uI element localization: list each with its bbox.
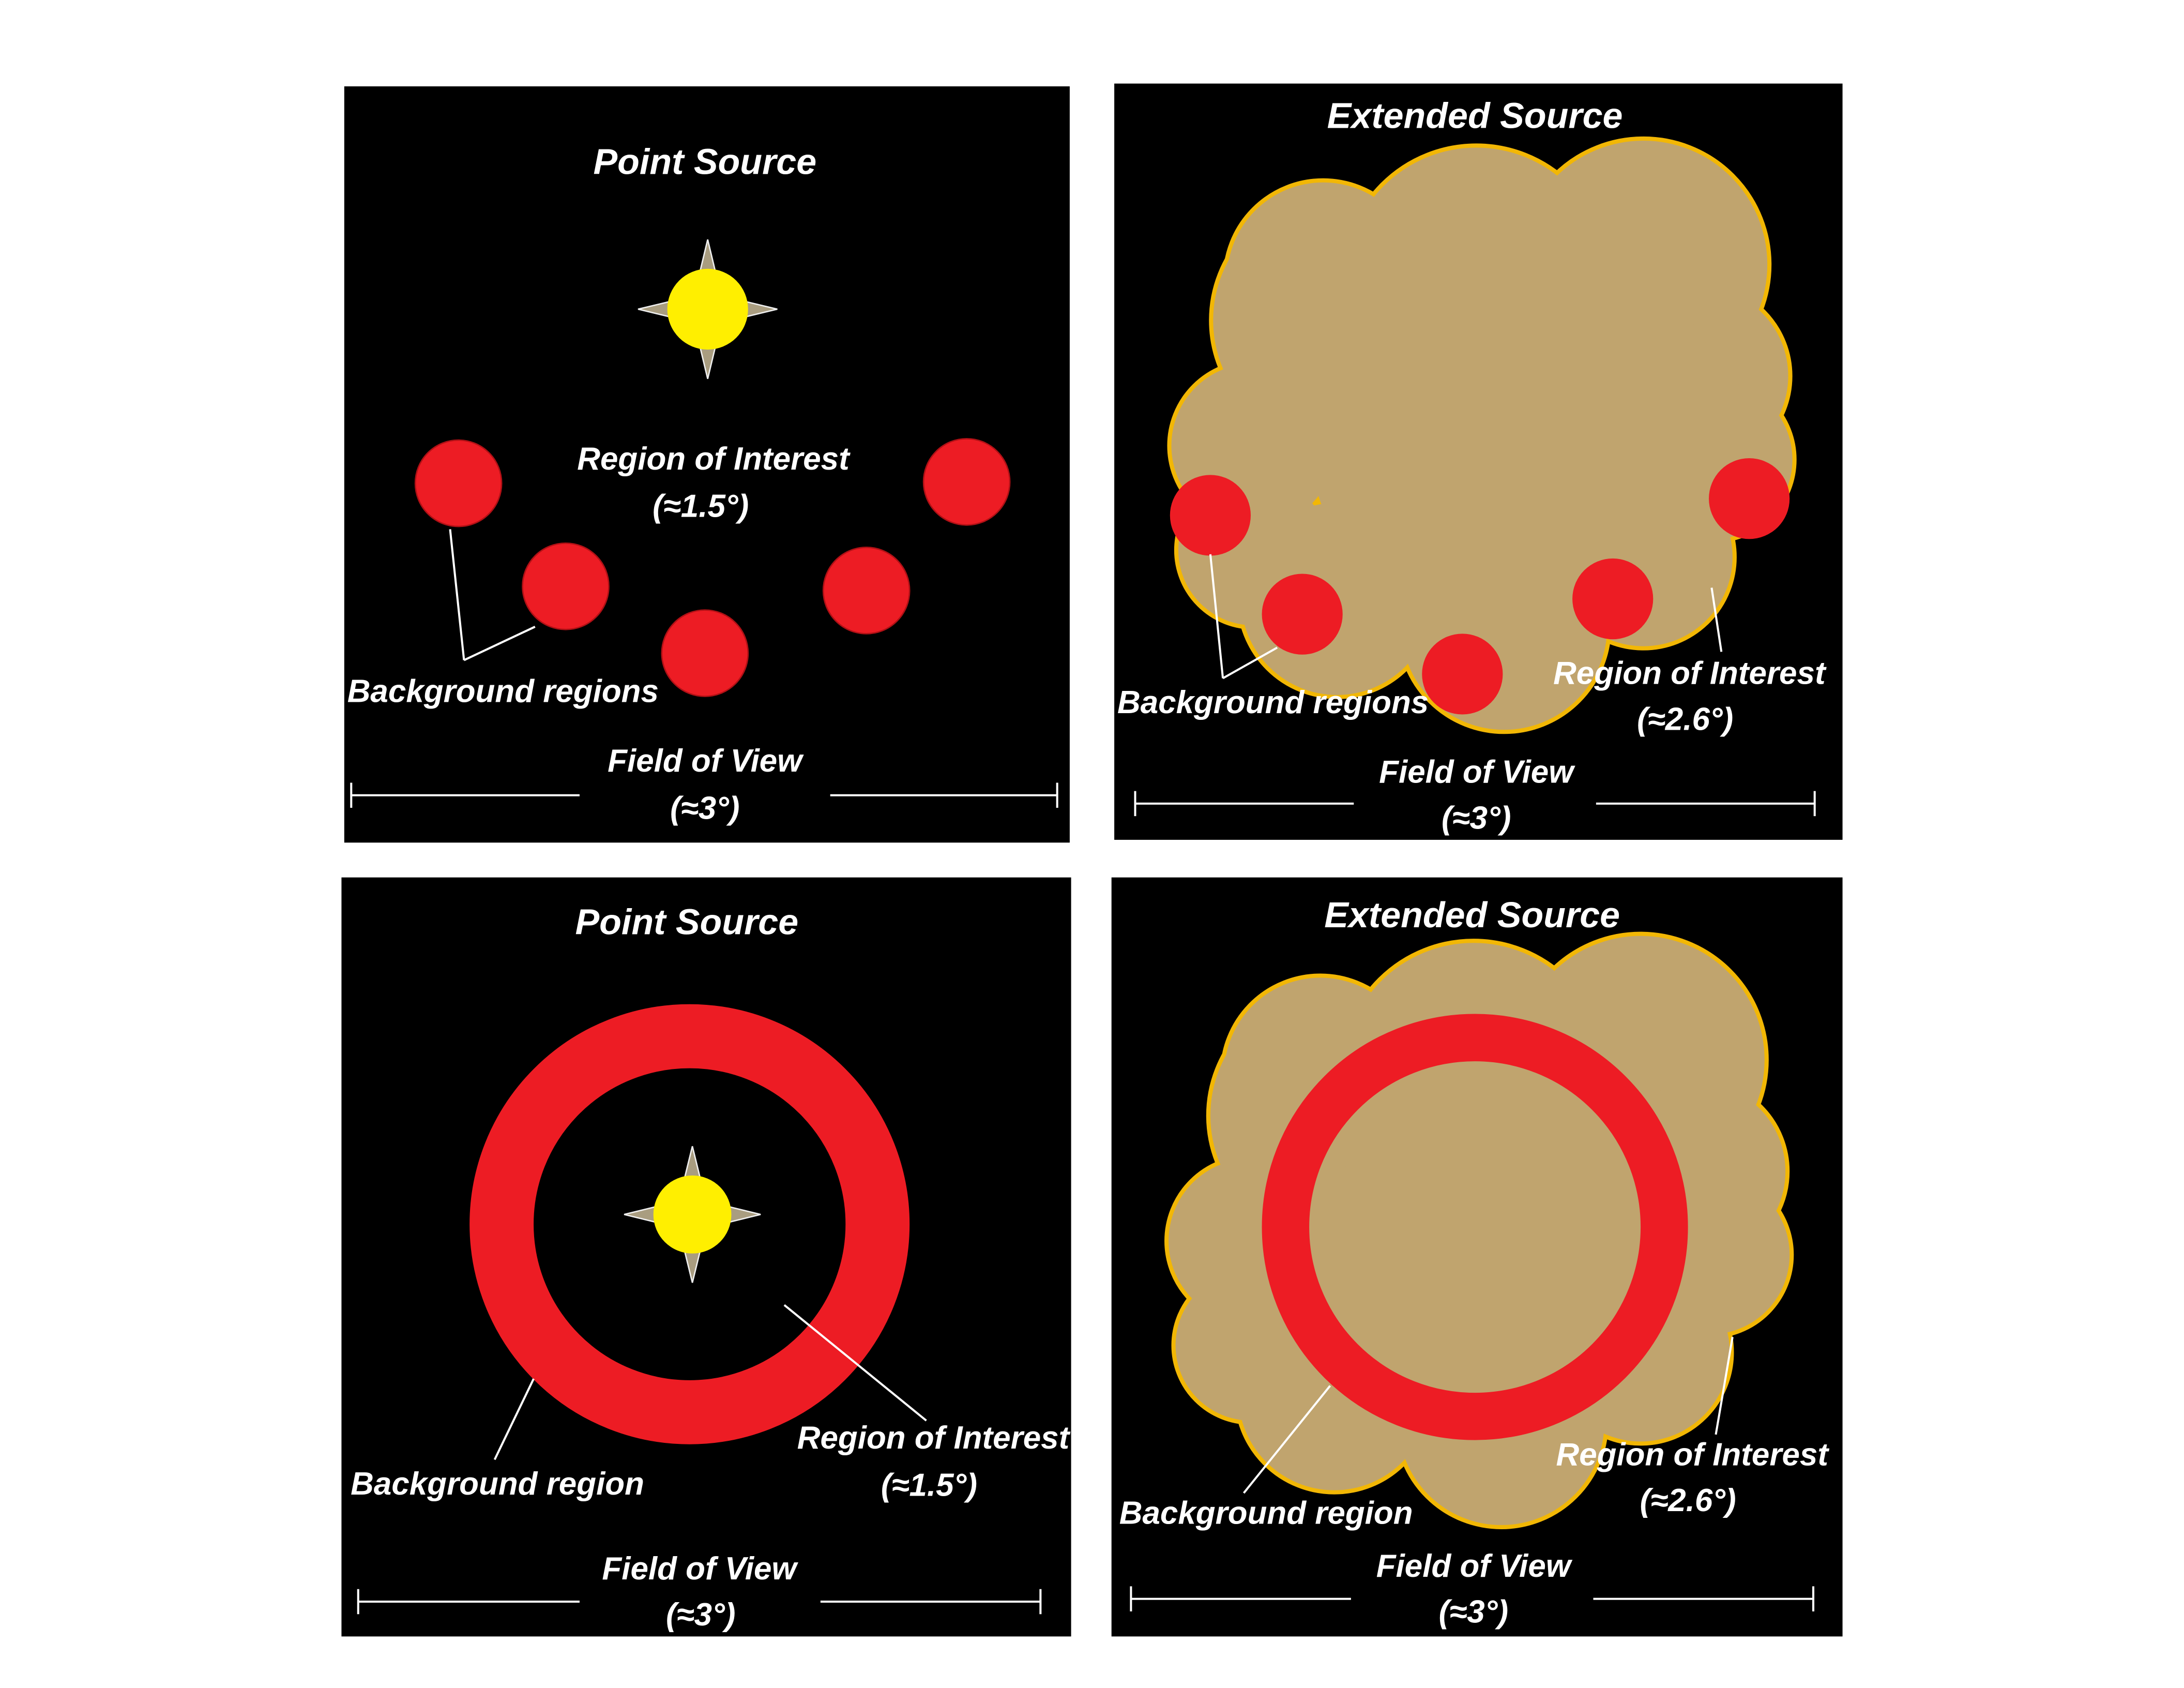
panel-title: Extended Source [1324,895,1620,935]
panel-title: Point Source [575,902,798,942]
background-region [1170,475,1251,556]
panel-title: Point Source [593,141,816,182]
leader-line [449,529,465,660]
background-region [1709,458,1790,539]
leader-line [783,1304,927,1422]
background-region [822,547,911,635]
leader-line [493,1378,535,1460]
extended-source [1167,136,1797,734]
leader-line [1222,646,1278,680]
panel [341,877,1071,1637]
leader-line [1242,1385,1331,1494]
point-source [667,268,748,350]
panel-title: Extended Source [1327,95,1623,135]
roi-label: Region of Interest [797,1420,1071,1456]
roi-label: Region of Interest [577,441,851,477]
fov-label: Field of View [608,743,804,779]
roi-size: (≈1.5°) [881,1468,977,1503]
roi-size: (≈2.6°) [1640,1483,1736,1518]
background-region [1262,574,1343,655]
leader-line [1715,1337,1734,1435]
roi-label: Region of Interest [1553,655,1827,691]
background-region [414,439,503,528]
fov-size: (≈3°) [666,1597,735,1633]
fov-label: Field of View [1376,1548,1573,1584]
background-ring [1262,1014,1688,1440]
background-label: Background regions [1117,685,1429,720]
leader-line [1710,587,1723,652]
roi-size: (≈2.6°) [1637,701,1733,737]
cloud-fill [1224,977,1417,1170]
background-ring [469,1004,910,1444]
point-source [653,1175,732,1254]
fov-size: (≈3°) [1442,801,1511,836]
leader-line [1209,554,1224,679]
roi-label: Region of Interest [1556,1437,1829,1472]
cloud-fill [1422,266,1726,570]
background-region [522,542,610,630]
fov-size: (≈3°) [1439,1594,1508,1630]
fov-label: Field of View [1379,755,1575,790]
background-region [922,438,1011,526]
leader-line [463,626,536,661]
background-label: Background region [351,1466,644,1502]
fov-size: (≈3°) [670,791,739,826]
cloud-fill [1227,182,1419,375]
background-label: Background regions [347,674,659,710]
background-label: Background region [1119,1495,1413,1531]
fov-label: Field of View [602,1551,798,1587]
background-region [661,609,749,697]
roi-size: (≈1.5°) [653,488,749,524]
background-region [1572,558,1654,640]
background-region [1422,634,1503,715]
